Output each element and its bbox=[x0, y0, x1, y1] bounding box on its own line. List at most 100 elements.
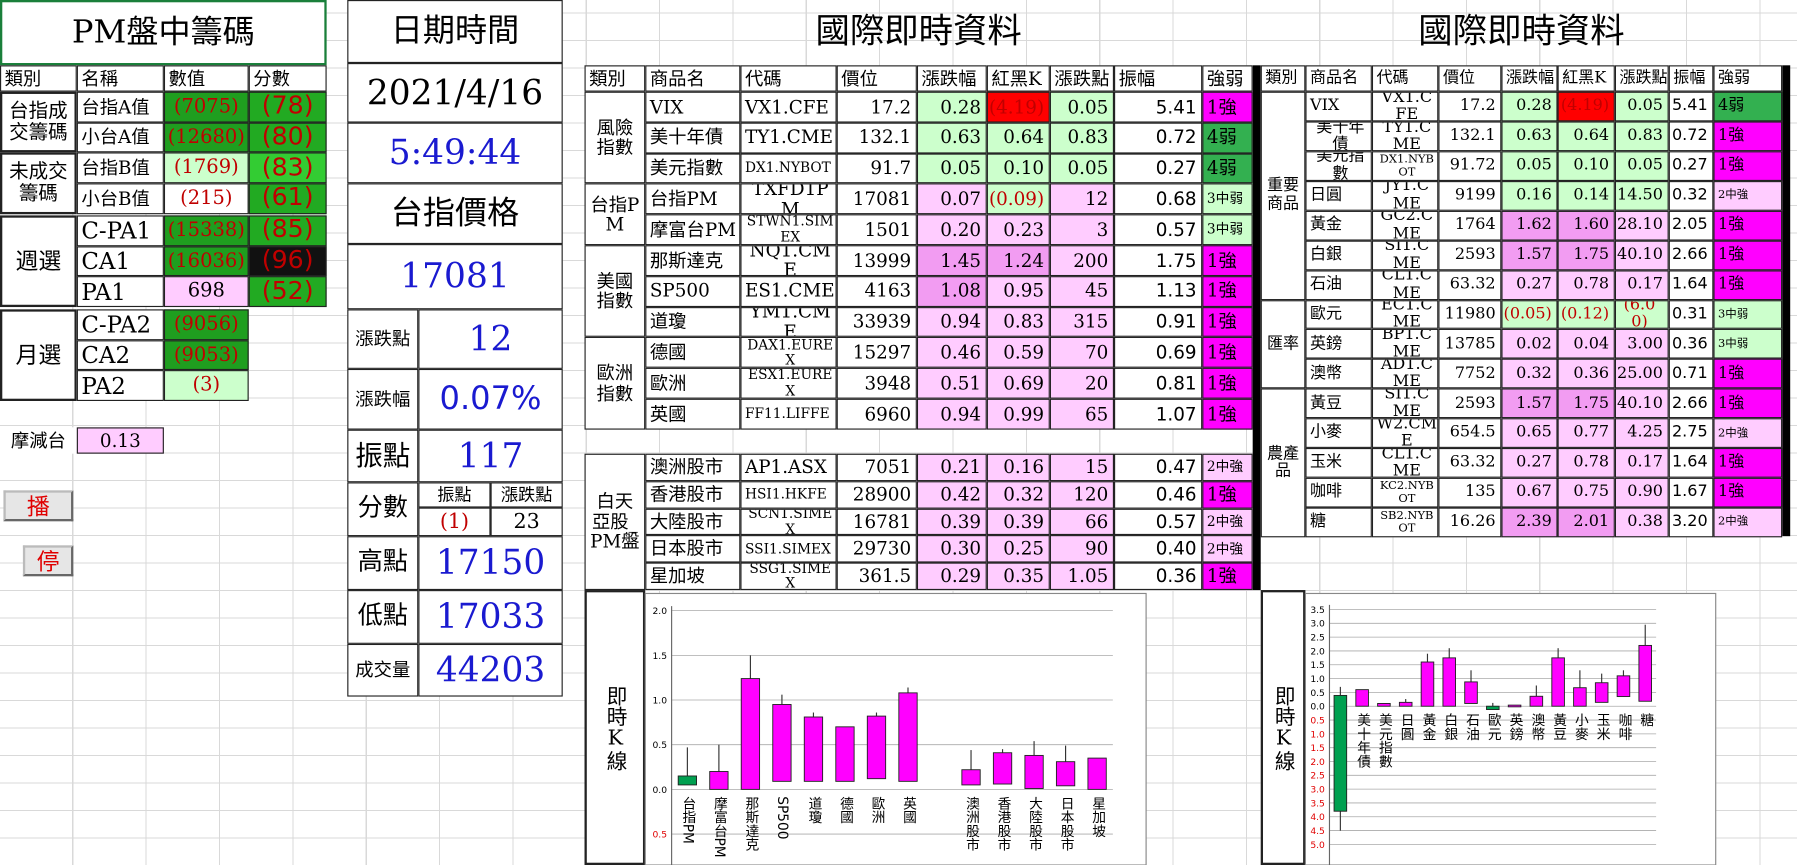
extreme-value: 17150 bbox=[418, 536, 563, 591]
strength-cell: 1強 bbox=[1202, 91, 1253, 123]
y-tick-label: 3.0 bbox=[1310, 619, 1325, 630]
data-cell: 澳洲股市 bbox=[645, 453, 741, 481]
candle-body bbox=[1507, 704, 1522, 708]
strength-cell: 1強 bbox=[1713, 210, 1783, 241]
x-tick-label: 黃豆 bbox=[1550, 713, 1567, 740]
data-cell: 0.02 bbox=[1501, 329, 1558, 360]
data-cell: 1.07 bbox=[1114, 398, 1203, 430]
data-cell: 0.94 bbox=[916, 398, 987, 430]
item-score: (85) bbox=[248, 215, 327, 246]
data-cell: AD1.CME bbox=[1371, 359, 1439, 389]
data-cell: 0.83 bbox=[1614, 121, 1669, 152]
data-cell: 40.10 bbox=[1614, 240, 1669, 270]
data-cell: 台指PM bbox=[645, 183, 741, 215]
strength-cell: 3中弱 bbox=[1202, 214, 1253, 246]
data-cell: 2.39 bbox=[1501, 507, 1558, 538]
data-cell: 29730 bbox=[836, 535, 917, 563]
data-cell: 0.30 bbox=[916, 535, 987, 563]
data-cell: NQ1.CME bbox=[740, 245, 837, 276]
data-cell: 0.91 bbox=[1114, 306, 1203, 338]
data-cell: 11980 bbox=[1438, 299, 1502, 330]
strength-cell: 4弱 bbox=[1713, 91, 1783, 122]
data-cell: 90 bbox=[1049, 535, 1115, 563]
data-cell: 0.78 bbox=[1557, 448, 1615, 478]
data-cell: 0.78 bbox=[1557, 269, 1615, 300]
data-cell: STWN1.SIMEX bbox=[740, 214, 837, 246]
candle-body bbox=[1551, 657, 1565, 707]
panel-title: 國際即時資料 bbox=[815, 11, 1022, 52]
data-cell: 1.08 bbox=[916, 275, 987, 307]
data-cell: 1.57 bbox=[1501, 388, 1558, 419]
group-label: 週選 bbox=[0, 215, 77, 308]
data-cell: 16.26 bbox=[1438, 507, 1502, 538]
data-cell: 0.39 bbox=[916, 508, 987, 536]
candle-body bbox=[677, 775, 698, 786]
data-cell: 0.32 bbox=[1501, 359, 1558, 389]
data-cell: 20 bbox=[1049, 367, 1115, 399]
x-tick-label: 香港股市 bbox=[995, 796, 1012, 851]
score-value: (1) bbox=[418, 507, 491, 537]
data-cell: AP1.ASX bbox=[740, 453, 837, 481]
data-cell: 2.66 bbox=[1668, 240, 1714, 270]
data-cell: 0.46 bbox=[916, 337, 987, 368]
data-cell: 0.21 bbox=[916, 453, 987, 481]
x-tick-label: 美元指數 bbox=[1376, 713, 1393, 768]
data-cell: 12 bbox=[1049, 183, 1115, 215]
item-value: (3) bbox=[163, 370, 249, 402]
button[interactable]: 停 bbox=[22, 545, 74, 577]
candle-body bbox=[992, 752, 1013, 785]
candle-body bbox=[1594, 682, 1609, 703]
data-cell: 黃豆 bbox=[1305, 388, 1372, 419]
data-cell: 361.5 bbox=[836, 562, 917, 591]
x-tick-label: SP500 bbox=[774, 796, 790, 839]
extreme-label: 低點 bbox=[347, 590, 419, 644]
strength-cell: 1強 bbox=[1202, 306, 1253, 338]
data-cell: (0.12) bbox=[1557, 299, 1615, 330]
data-cell: 0.32 bbox=[986, 480, 1050, 509]
x-tick-label: 英鎊 bbox=[1507, 712, 1524, 741]
data-cell: 1.05 bbox=[1049, 562, 1115, 591]
header-cell: 商品名 bbox=[1305, 65, 1372, 92]
group-label: 美國指數 bbox=[584, 245, 646, 338]
data-cell: TXFD1PM bbox=[740, 183, 837, 215]
data-cell: 132.1 bbox=[836, 122, 917, 154]
strength-cell: 3中弱 bbox=[1713, 299, 1783, 330]
data-cell: (4.19) bbox=[986, 91, 1050, 123]
data-cell: 0.07 bbox=[916, 183, 987, 215]
x-tick-label: 摩富台PM bbox=[711, 795, 728, 857]
data-cell: 0.32 bbox=[1668, 180, 1714, 211]
strength-cell: 1強 bbox=[1202, 275, 1253, 307]
x-tick-label: 歐洲 bbox=[868, 796, 885, 824]
data-cell: 40.10 bbox=[1614, 388, 1669, 419]
data-cell: 美十年債 bbox=[1305, 121, 1372, 152]
item-value: (15338) bbox=[163, 215, 249, 246]
data-cell: 0.57 bbox=[1114, 508, 1203, 536]
y-tick-label: 4.0 bbox=[1310, 812, 1325, 823]
strength-cell: 1強 bbox=[1202, 245, 1253, 276]
candle-body bbox=[1616, 675, 1631, 698]
item-score: (96) bbox=[248, 245, 327, 277]
group-label: 重要商品 bbox=[1260, 91, 1306, 300]
data-cell: 日圓 bbox=[1305, 180, 1372, 211]
data-cell: 16781 bbox=[836, 508, 917, 536]
data-cell: 糖 bbox=[1305, 507, 1372, 538]
item-name: 台指A值 bbox=[76, 91, 164, 123]
header-cell: 分數 bbox=[248, 65, 327, 92]
data-cell: 美十年債 bbox=[645, 122, 741, 154]
data-cell: 0.67 bbox=[1501, 477, 1558, 508]
data-cell: 28.10 bbox=[1614, 210, 1669, 241]
data-cell: 135 bbox=[1438, 477, 1502, 508]
data-cell: 0.05 bbox=[1614, 91, 1669, 122]
data-cell: VIX bbox=[1305, 91, 1372, 122]
data-cell: 45 bbox=[1049, 275, 1115, 307]
candle-body bbox=[740, 678, 761, 790]
button[interactable]: 播 bbox=[3, 490, 74, 522]
y-tick-label: 4.5 bbox=[1310, 826, 1325, 837]
strength-cell: 4弱 bbox=[1202, 153, 1253, 184]
data-cell: 2.75 bbox=[1668, 418, 1714, 449]
chart-label: 即時K線 bbox=[584, 590, 646, 865]
data-cell: 0.05 bbox=[1501, 151, 1558, 181]
item-value: (12680) bbox=[163, 122, 249, 153]
data-cell: 66 bbox=[1049, 508, 1115, 536]
data-cell: BP1.CME bbox=[1371, 329, 1439, 360]
